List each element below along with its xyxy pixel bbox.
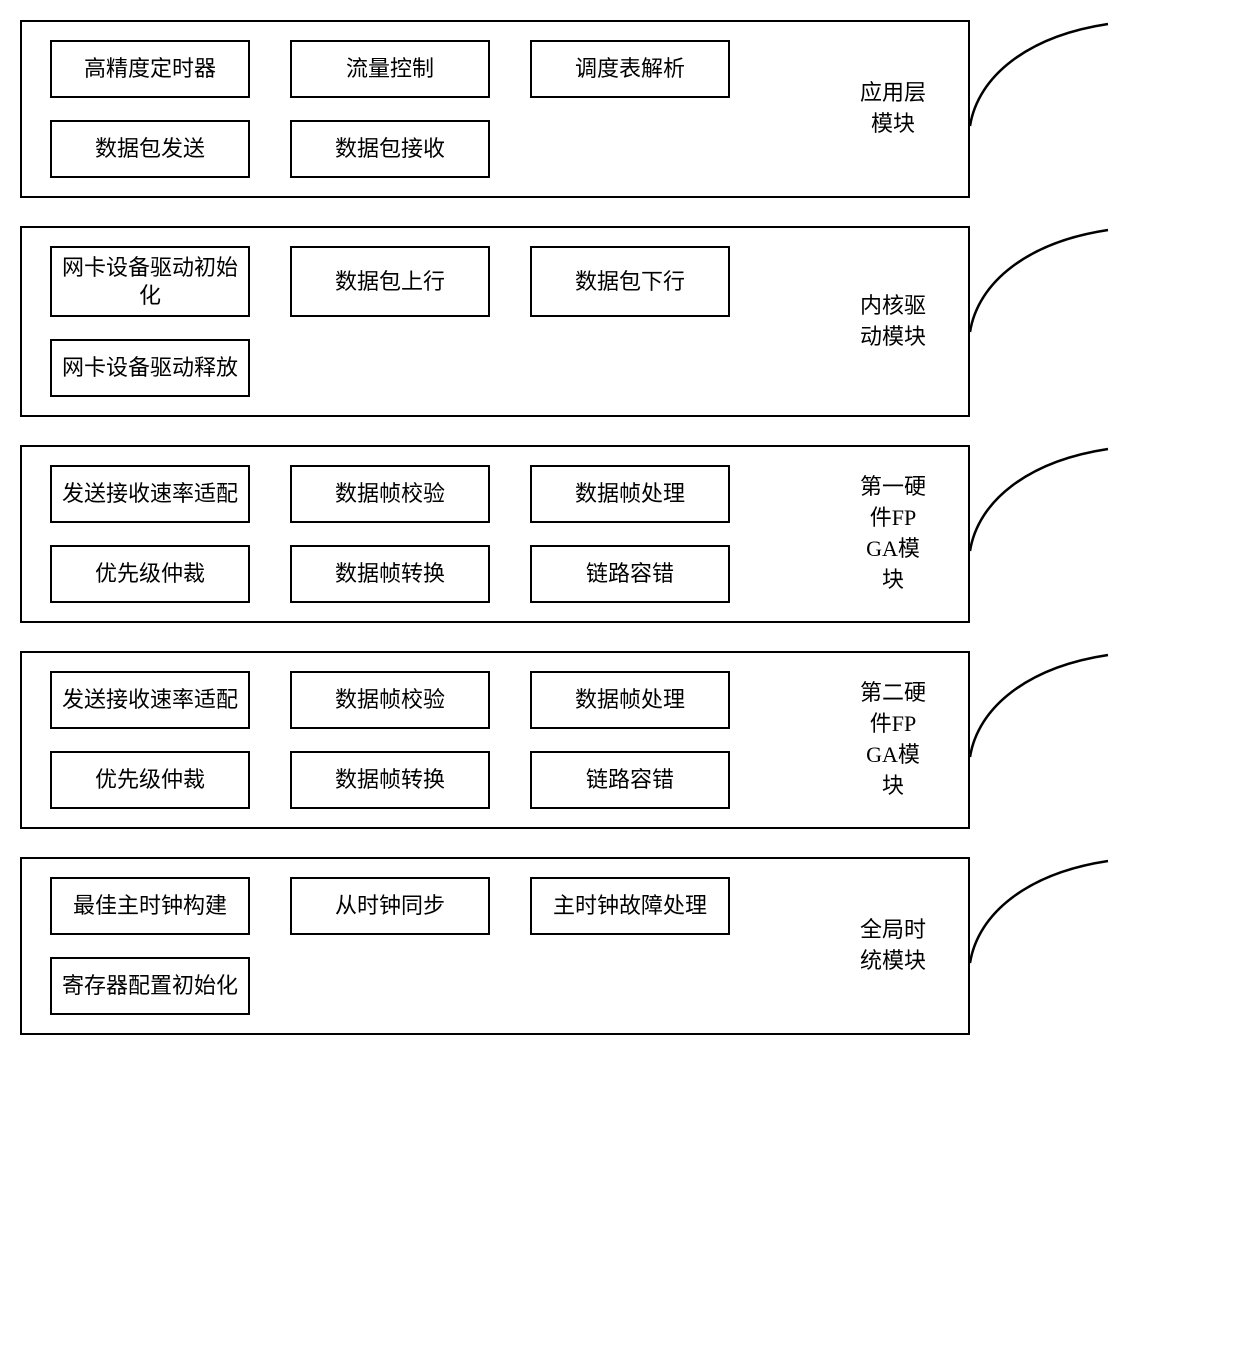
connector-line bbox=[968, 431, 1138, 561]
module-item: 数据帧处理 bbox=[530, 671, 730, 729]
module-item: 高精度定时器 bbox=[50, 40, 250, 98]
module-title: 应用层模块 bbox=[818, 78, 948, 140]
module-item: 优先级仲裁 bbox=[50, 751, 250, 809]
module-box: 发送接收速率适配数据帧校验数据帧处理优先级仲裁数据帧转换链路容错第一硬件FPGA… bbox=[20, 445, 970, 623]
module-item: 优先级仲裁 bbox=[50, 545, 250, 603]
module-row-m3: 发送接收速率适配数据帧校验数据帧处理优先级仲裁数据帧转换链路容错第一硬件FPGA… bbox=[20, 445, 1220, 623]
module-item: 数据包上行 bbox=[290, 246, 490, 317]
module-item: 数据包下行 bbox=[530, 246, 730, 317]
module-item: 链路容错 bbox=[530, 751, 730, 809]
connector-line bbox=[968, 212, 1138, 342]
module-item: 最佳主时钟构建 bbox=[50, 877, 250, 935]
module-item: 流量控制 bbox=[290, 40, 490, 98]
module-item: 调度表解析 bbox=[530, 40, 730, 98]
connector-line bbox=[968, 637, 1138, 767]
module-item: 发送接收速率适配 bbox=[50, 465, 250, 523]
module-item: 链路容错 bbox=[530, 545, 730, 603]
module-items: 最佳主时钟构建从时钟同步主时钟故障处理寄存器配置初始化 bbox=[50, 877, 818, 1015]
module-title: 第二硬件FPGA模块 bbox=[818, 678, 948, 801]
module-item: 数据包发送 bbox=[50, 120, 250, 178]
module-items: 网卡设备驱动初始化数据包上行数据包下行网卡设备驱动释放 bbox=[50, 246, 818, 397]
module-title: 全局时统模块 bbox=[818, 915, 948, 977]
module-items: 发送接收速率适配数据帧校验数据帧处理优先级仲裁数据帧转换链路容错 bbox=[50, 671, 818, 809]
module-item: 数据帧转换 bbox=[290, 751, 490, 809]
module-title: 第一硬件FPGA模块 bbox=[818, 472, 948, 595]
module-item: 寄存器配置初始化 bbox=[50, 957, 250, 1015]
module-item: 数据帧处理 bbox=[530, 465, 730, 523]
module-item: 数据帧转换 bbox=[290, 545, 490, 603]
module-row-m4: 发送接收速率适配数据帧校验数据帧处理优先级仲裁数据帧转换链路容错第二硬件FPGA… bbox=[20, 651, 1220, 829]
module-row-m2: 网卡设备驱动初始化数据包上行数据包下行网卡设备驱动释放内核驱动模块S104 bbox=[20, 226, 1220, 417]
module-item: 发送接收速率适配 bbox=[50, 671, 250, 729]
module-item: 网卡设备驱动释放 bbox=[50, 339, 250, 397]
module-box: 最佳主时钟构建从时钟同步主时钟故障处理寄存器配置初始化全局时统模块 bbox=[20, 857, 970, 1035]
connector-line bbox=[968, 843, 1138, 973]
module-item: 数据帧校验 bbox=[290, 671, 490, 729]
module-item: 主时钟故障处理 bbox=[530, 877, 730, 935]
module-item: 数据包接收 bbox=[290, 120, 490, 178]
system-architecture-diagram: 高精度定时器流量控制调度表解析数据包发送数据包接收应用层模块S102网卡设备驱动… bbox=[20, 20, 1220, 1035]
module-items: 高精度定时器流量控制调度表解析数据包发送数据包接收 bbox=[50, 40, 818, 178]
module-box: 网卡设备驱动初始化数据包上行数据包下行网卡设备驱动释放内核驱动模块 bbox=[20, 226, 970, 417]
module-title: 内核驱动模块 bbox=[818, 291, 948, 353]
module-item: 从时钟同步 bbox=[290, 877, 490, 935]
module-box: 高精度定时器流量控制调度表解析数据包发送数据包接收应用层模块 bbox=[20, 20, 970, 198]
module-item: 网卡设备驱动初始化 bbox=[50, 246, 250, 317]
module-row-m5: 最佳主时钟构建从时钟同步主时钟故障处理寄存器配置初始化全局时统模块S108 bbox=[20, 857, 1220, 1035]
module-items: 发送接收速率适配数据帧校验数据帧处理优先级仲裁数据帧转换链路容错 bbox=[50, 465, 818, 603]
module-row-m1: 高精度定时器流量控制调度表解析数据包发送数据包接收应用层模块S102 bbox=[20, 20, 1220, 198]
connector-line bbox=[968, 6, 1138, 136]
module-box: 发送接收速率适配数据帧校验数据帧处理优先级仲裁数据帧转换链路容错第二硬件FPGA… bbox=[20, 651, 970, 829]
module-item: 数据帧校验 bbox=[290, 465, 490, 523]
